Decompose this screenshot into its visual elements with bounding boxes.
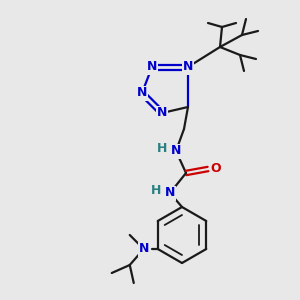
Text: N: N xyxy=(139,242,149,256)
Text: N: N xyxy=(171,145,181,158)
Text: N: N xyxy=(183,61,193,74)
Text: N: N xyxy=(157,106,167,119)
Text: O: O xyxy=(211,163,221,176)
Text: N: N xyxy=(147,61,157,74)
Text: N: N xyxy=(137,86,147,100)
Text: H: H xyxy=(157,142,167,155)
Text: H: H xyxy=(151,184,161,197)
Text: N: N xyxy=(165,187,175,200)
